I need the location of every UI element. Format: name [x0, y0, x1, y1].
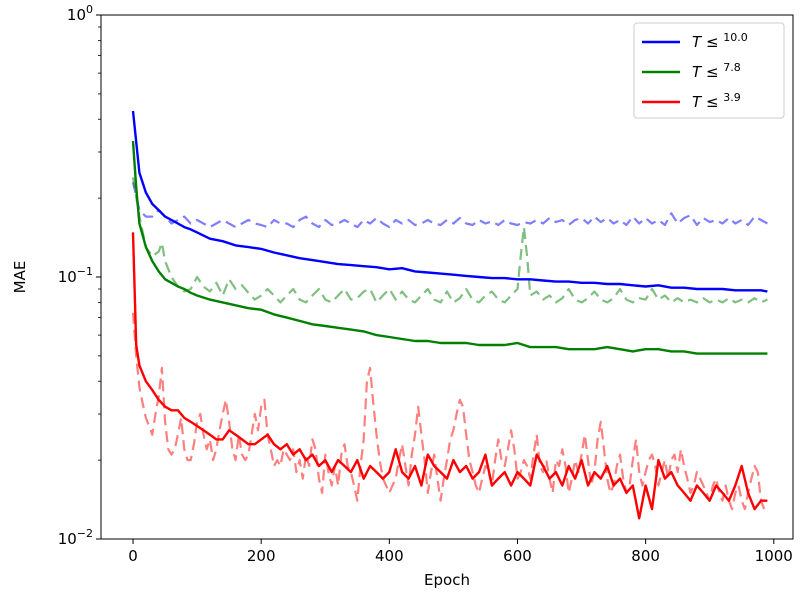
legend-label-2: T ≤ 3.9 [692, 91, 741, 111]
y-axis-label: MAE [11, 261, 29, 294]
x-tick-label: 600 [503, 547, 532, 565]
x-tick-label: 800 [631, 547, 660, 565]
legend-box [633, 22, 785, 119]
legend: T ≤ 10.0 T ≤ 7.8 T ≤ 3.9 [633, 22, 785, 119]
y-tick-label: 10−1 [58, 265, 93, 286]
solid-series-line-0 [131, 110, 768, 293]
solid-series-line-1 [131, 141, 768, 355]
dashed-series-line-3 [131, 181, 768, 229]
y-tick-label: 100 [67, 3, 93, 24]
axes-layer: 0 200 400 600 800 1000 100 10−1 10−2 [58, 3, 793, 565]
x-tick-label: 200 [247, 547, 276, 565]
legend-label-1: T ≤ 7.8 [692, 61, 741, 81]
solid-series-line-2 [131, 232, 768, 520]
dashed-series-line-4 [131, 177, 768, 304]
y-tick-label: 10−2 [58, 527, 93, 548]
x-axis-label: Epoch [424, 571, 470, 589]
legend-label-0: T ≤ 10.0 [692, 31, 748, 51]
x-tick-label: 1000 [755, 547, 793, 565]
x-tick-label: 0 [128, 547, 138, 565]
series-layer [131, 110, 768, 520]
x-tick-label: 400 [375, 547, 404, 565]
